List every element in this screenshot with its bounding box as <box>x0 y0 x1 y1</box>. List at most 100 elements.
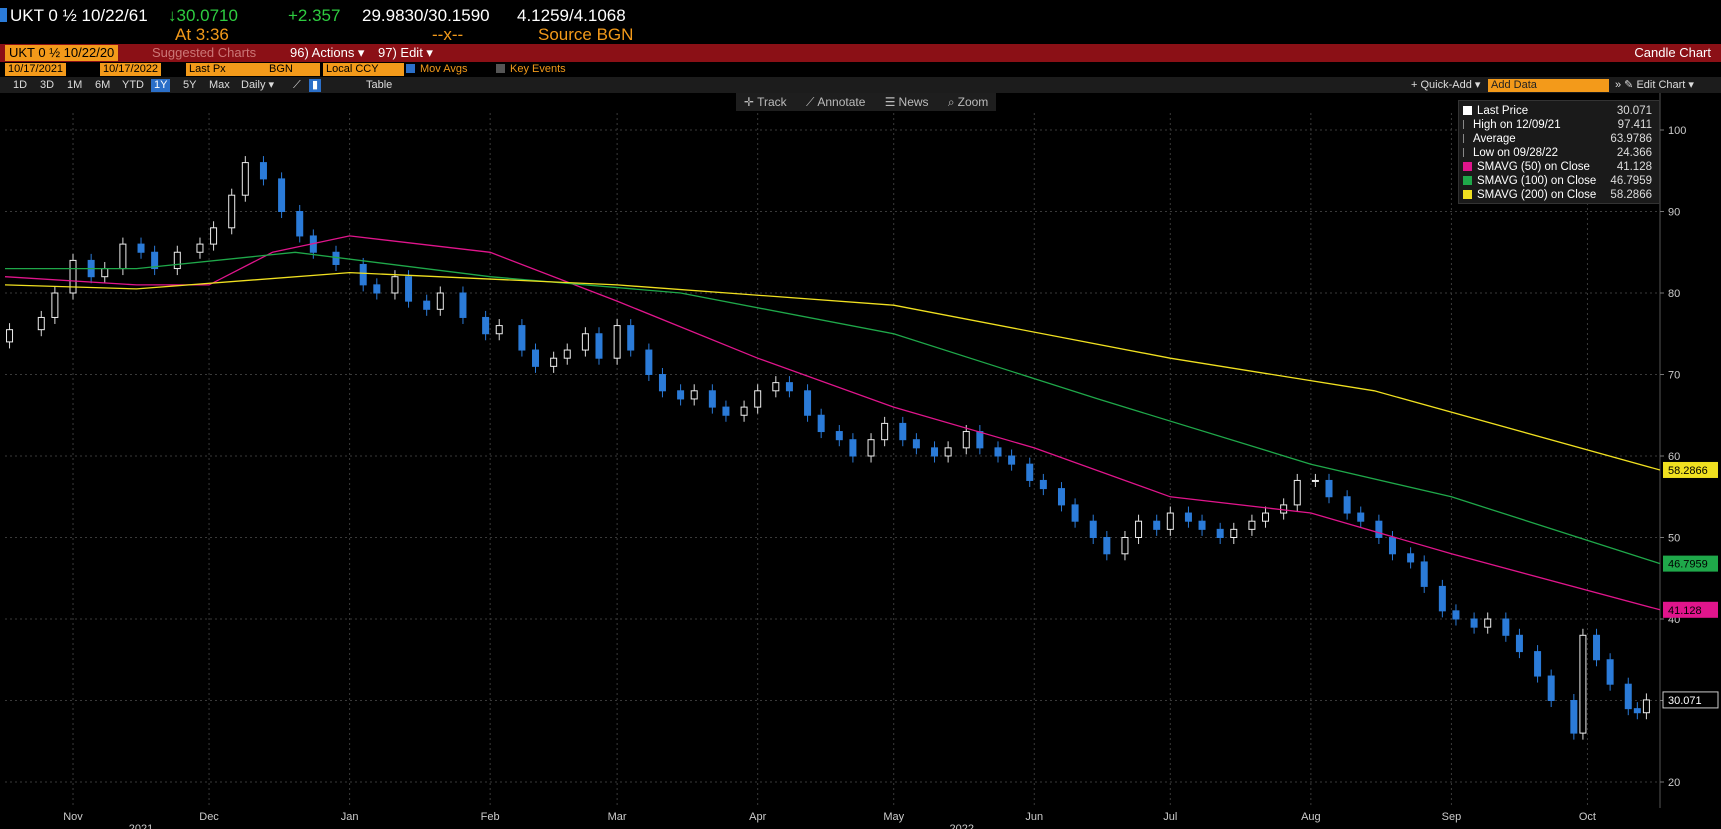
candle-body <box>1534 651 1542 677</box>
candle-body <box>259 162 267 180</box>
value-marker <box>1663 601 1718 618</box>
candle-body <box>1230 528 1238 538</box>
legend-item[interactable]: Low on 09/28/22 24.366 <box>1463 146 1658 160</box>
candle-body <box>1325 479 1333 498</box>
candle-body <box>754 390 762 408</box>
quote-time: At 3:36 <box>175 25 229 44</box>
candle-body <box>1515 634 1523 653</box>
range-3d[interactable]: 3D <box>40 79 55 91</box>
tool-track[interactable]: ✛ Track <box>736 93 795 111</box>
candle-body <box>1375 520 1383 539</box>
candle-body <box>391 276 399 294</box>
x-tick-label: Aug <box>1301 811 1321 823</box>
legend-value: 58.2866 <box>1610 189 1652 201</box>
candle-body <box>785 382 793 392</box>
yield-bid-ask: 4.1259/4.1068 <box>517 6 626 25</box>
year-label: 2021 <box>129 823 153 829</box>
value-marker-label: 58.2866 <box>1668 465 1708 477</box>
candle-body <box>1198 520 1206 530</box>
x-tick-label: Feb <box>481 811 500 823</box>
chart-menu-bar: UKT 0 ½ 10/22/20 Suggested Charts 96) Ac… <box>0 44 1721 62</box>
tool-track-label: Track <box>757 95 787 109</box>
range-6m[interactable]: 6M <box>95 79 111 91</box>
candle-body <box>1452 610 1460 620</box>
suggested-charts-link[interactable]: Suggested Charts <box>152 45 257 60</box>
add-data-input[interactable]: Add Data <box>1488 79 1609 92</box>
legend-value: 63.9786 <box>1610 133 1652 145</box>
candle-body <box>1570 700 1578 734</box>
legend-label: SMAVG (50) on Close <box>1477 161 1590 173</box>
edit-chart-button[interactable]: » ✎ Edit Chart ▾ <box>1615 79 1694 91</box>
security-field[interactable]: UKT 0 ½ 10/22/20 <box>5 45 119 61</box>
key-events-label: Key Events <box>510 63 566 75</box>
legend-value: 24.366 <box>1616 147 1652 159</box>
source-field[interactable]: BGN <box>266 63 320 76</box>
value-marker <box>1663 461 1718 478</box>
legend-item[interactable]: SMAVG (50) on Close 41.128 <box>1463 160 1658 174</box>
table-button[interactable]: Table <box>366 79 393 91</box>
key-events-checkbox[interactable] <box>496 64 505 73</box>
chart-legend: Last Price 30.071 High on 12/09/21 97.411 Av… <box>1458 100 1660 204</box>
legend-item[interactable]: SMAVG (100) on Close 46.7959 <box>1463 174 1658 188</box>
candle-body <box>708 390 716 408</box>
candle-body <box>931 447 939 457</box>
candle-body <box>1103 537 1111 555</box>
tool-annotate[interactable]: ⟋ Annotate <box>798 93 873 112</box>
candle-body <box>51 292 59 318</box>
x-tick-label: Jun <box>1025 811 1043 823</box>
quick-add-button[interactable]: + Quick-Add ▾ <box>1411 79 1481 91</box>
candle-body <box>1470 618 1478 628</box>
separator: --x-- <box>432 25 464 44</box>
candle-body <box>994 447 1002 457</box>
candle-body <box>563 349 571 359</box>
candle-type-icon[interactable]: ▮ <box>309 79 322 92</box>
range-bar: 1D 3D 1M 6M YTD 1Y 5Y Max Daily ▾ ⟋ ▮ Ta… <box>0 77 1721 93</box>
legend-item[interactable]: Last Price 30.071 <box>1463 104 1658 118</box>
range-1d[interactable]: 1D <box>13 79 28 91</box>
candle-body <box>1135 520 1143 539</box>
tool-zoom[interactable]: ⌕ Zoom <box>940 93 996 112</box>
actions-menu[interactable]: 96) Actions ▾ <box>290 45 365 60</box>
candle-body <box>881 422 889 441</box>
legend-item[interactable]: Average 63.9786 <box>1463 132 1658 146</box>
range-1y[interactable]: 1Y <box>151 79 171 92</box>
y-tick-label: 90 <box>1668 207 1680 219</box>
candle-body <box>241 162 249 196</box>
range-1m[interactable]: 1M <box>67 79 83 91</box>
candle-body <box>1057 488 1065 506</box>
line-type-icon[interactable]: ⟋ <box>293 79 301 91</box>
candle-body <box>69 259 77 294</box>
candle-body <box>1606 659 1614 685</box>
legend-value: 97.411 <box>1617 119 1652 131</box>
candle-body <box>645 349 653 375</box>
candle-body <box>1438 585 1446 612</box>
tool-news[interactable]: ☰ News <box>877 93 937 111</box>
candle-body <box>835 431 843 441</box>
field-select[interactable]: Last Px <box>186 63 268 76</box>
legend-swatch <box>1463 120 1468 129</box>
start-date-field[interactable]: 10/17/2021 <box>5 63 67 76</box>
frequency-select[interactable]: Daily ▾ <box>241 79 275 91</box>
x-tick-label: Jan <box>341 811 359 823</box>
price-source: Source BGN <box>538 25 634 44</box>
candle-body <box>1121 537 1129 555</box>
legend-item[interactable]: SMAVG (200) on Close 58.2866 <box>1463 188 1658 202</box>
end-date-field[interactable]: 10/17/2022 <box>100 63 162 76</box>
mov-avgs-checkbox[interactable] <box>406 64 415 73</box>
edit-menu[interactable]: 97) Edit ▾ <box>378 45 433 60</box>
candle-body <box>6 329 14 343</box>
candle-body <box>627 325 635 351</box>
range-max[interactable]: Max <box>209 79 230 91</box>
x-tick-label: Nov <box>63 811 83 823</box>
crosshair-icon: ✛ <box>744 95 755 109</box>
candle-body <box>1593 634 1601 661</box>
tool-zoom-label: Zoom <box>957 95 989 109</box>
last-price: ↓30.0710 <box>168 6 238 25</box>
range-5y[interactable]: 5Y <box>183 79 197 91</box>
candle-body <box>1357 512 1365 522</box>
legend-item[interactable]: High on 12/09/21 97.411 <box>1463 118 1658 132</box>
currency-select[interactable]: Local CCY <box>323 63 404 76</box>
range-ytd[interactable]: YTD <box>122 79 144 91</box>
bid-ask: 29.9830/30.1590 <box>362 6 490 25</box>
